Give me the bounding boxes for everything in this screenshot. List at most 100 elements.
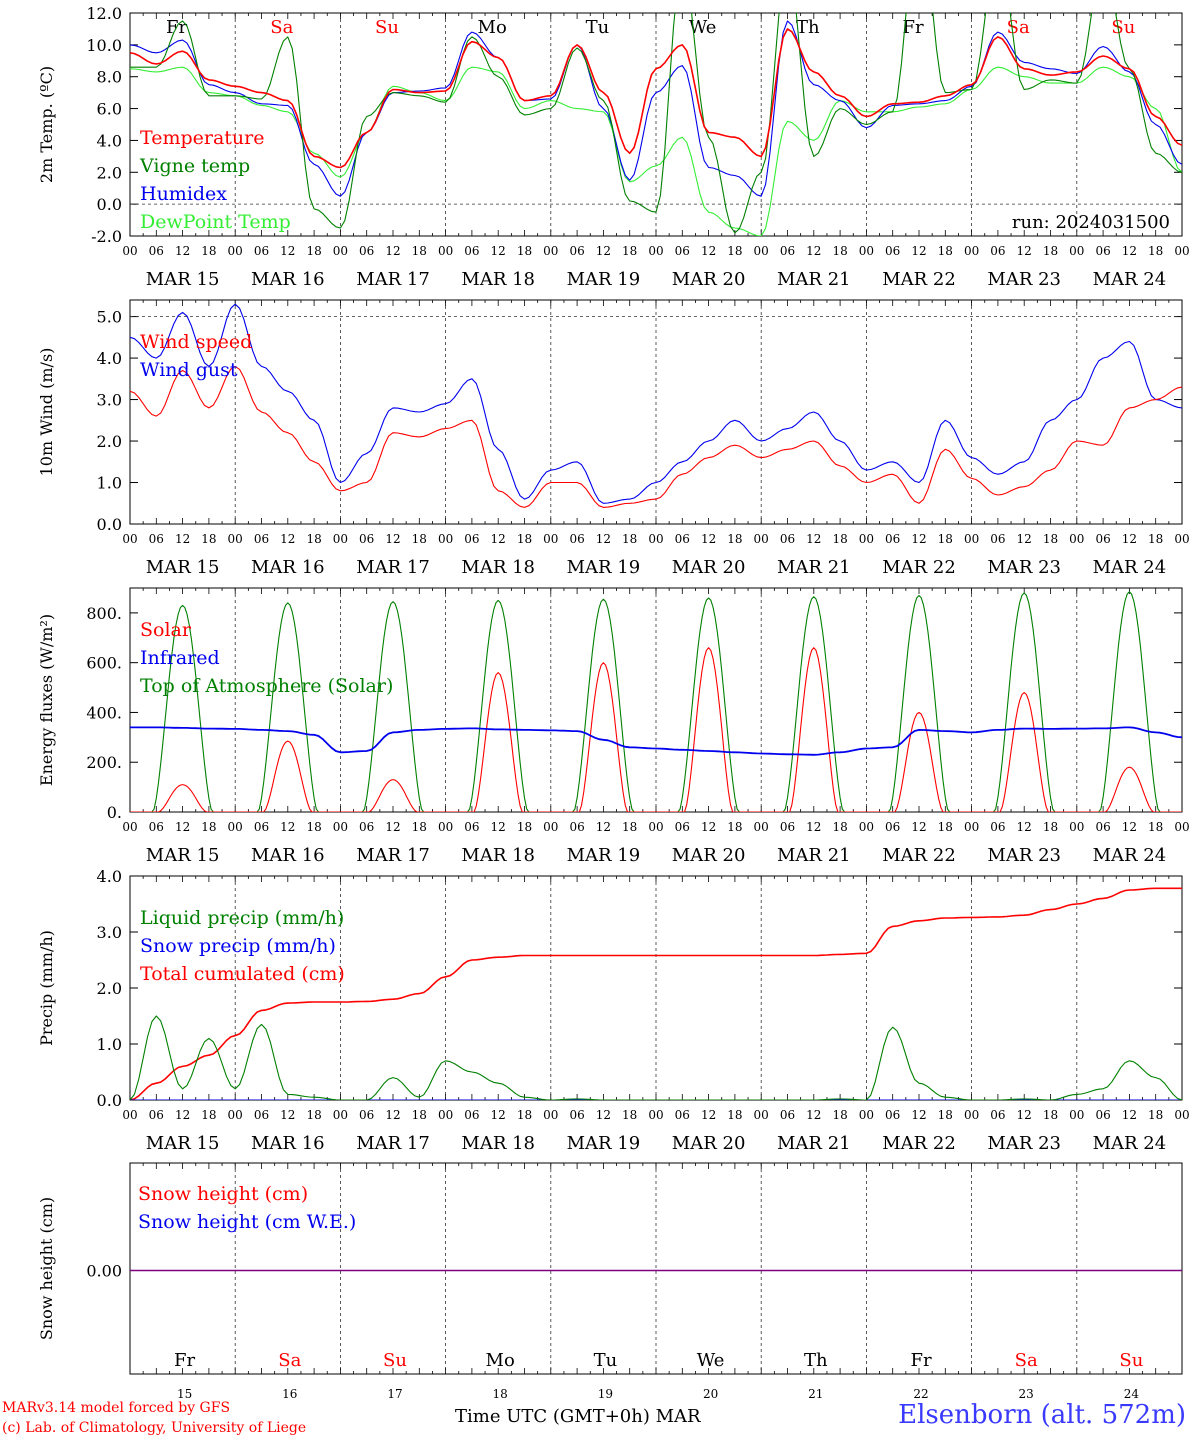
- weekday-label: Sa: [1015, 1350, 1038, 1371]
- hour-tick-label: 00: [333, 1108, 348, 1122]
- hour-tick-label: 06: [149, 820, 164, 834]
- hour-tick-label: 12: [1017, 1108, 1032, 1122]
- hour-tick-label: 12: [911, 244, 926, 258]
- date-label: MAR 21: [777, 1133, 851, 1154]
- legend-entry: Wind gust: [140, 359, 238, 381]
- y-tick-label: 10.0: [86, 36, 122, 55]
- date-number-label: 19: [598, 1387, 613, 1401]
- y-tick-label: 0.00: [86, 1262, 122, 1281]
- hour-tick-label: 18: [412, 244, 427, 258]
- date-label: MAR 23: [987, 269, 1061, 290]
- weekday-label: Th: [804, 1350, 828, 1371]
- hour-tick-label: 00: [964, 820, 979, 834]
- hour-tick-label: 18: [412, 820, 427, 834]
- y-tick-label: 1.0: [97, 1035, 122, 1054]
- hour-tick-label: 12: [701, 1108, 716, 1122]
- hour-tick-label: 06: [359, 532, 374, 546]
- hour-tick-label: 06: [780, 532, 795, 546]
- hour-tick-label: 00: [1069, 244, 1084, 258]
- date-number-label: 21: [808, 1387, 823, 1401]
- hour-tick-label: 00: [754, 1108, 769, 1122]
- hour-tick-label: 18: [727, 244, 742, 258]
- y-axis-label: Precip (mm/h): [37, 930, 56, 1046]
- series-total-cumulated-cm-: [130, 887, 1182, 1100]
- date-label: MAR 15: [146, 845, 220, 866]
- date-label: MAR 20: [672, 845, 746, 866]
- date-number-label: 20: [703, 1387, 718, 1401]
- hour-tick-label: 18: [938, 1108, 953, 1122]
- hour-tick-label: 18: [306, 1108, 321, 1122]
- hour-tick-label: 18: [622, 1108, 637, 1122]
- panel-snow: Snow height (cm) 0.00 Snow height (cm) Snow…: [37, 1162, 1183, 1401]
- series-group: [130, 591, 1182, 812]
- hour-tick-label: 00: [438, 244, 453, 258]
- y-tick-label: 4.0: [97, 131, 122, 150]
- legend-entry: DewPoint Temp: [140, 211, 291, 233]
- date-label: MAR 17: [356, 269, 430, 290]
- hour-tick-label: 06: [780, 244, 795, 258]
- station-name: Elsenborn (alt. 572m): [898, 1400, 1186, 1430]
- series-group: [130, 303, 1182, 508]
- hour-tick-label: 18: [727, 1108, 742, 1122]
- hour-tick-label: 12: [701, 244, 716, 258]
- hour-tick-label: 18: [306, 532, 321, 546]
- y-tick-label: 5.0: [97, 308, 122, 327]
- hour-tick-label: 06: [569, 820, 584, 834]
- hour-tick-label: 18: [938, 532, 953, 546]
- series-humidex: [130, 20, 1182, 197]
- hour-tick-label: 18: [306, 244, 321, 258]
- y-tick-label: 3.0: [97, 923, 122, 942]
- series-top-of-atmosphere-solar-: [130, 591, 1182, 812]
- hour-tick-label: 00: [859, 532, 874, 546]
- hour-tick-label: 12: [175, 820, 190, 834]
- hour-tick-label: 18: [832, 1108, 847, 1122]
- date-number-label: 17: [387, 1387, 402, 1401]
- hour-tick-label: 06: [885, 1108, 900, 1122]
- hour-tick-label: 00: [648, 244, 663, 258]
- hour-tick-label: 00: [438, 1108, 453, 1122]
- date-label: MAR 23: [987, 1133, 1061, 1154]
- hour-tick-label: 18: [938, 820, 953, 834]
- hour-tick-label: 12: [596, 244, 611, 258]
- hour-tick-label: 06: [675, 1108, 690, 1122]
- legend-entry: Top of Atmosphere (Solar): [140, 675, 393, 697]
- hour-tick-label: 18: [727, 820, 742, 834]
- hour-tick-label: 12: [911, 1108, 926, 1122]
- weekday-label: Fr: [910, 1350, 931, 1371]
- y-tick-label: 4.0: [97, 349, 122, 368]
- hour-tick-label: 18: [517, 532, 532, 546]
- weekday-label: Sa: [270, 17, 293, 38]
- hour-tick-label: 06: [464, 1108, 479, 1122]
- plot-frame: [129, 299, 1183, 525]
- hour-tick-label: 12: [385, 244, 400, 258]
- date-label: MAR 19: [567, 269, 641, 290]
- panel-wind: 10m Wind (m/s) 0.0 1.0 2.0 3.0 4.0 5.0 00 06 12 18…: [37, 299, 1190, 578]
- y-axis-label: 10m Wind (m/s): [37, 348, 56, 477]
- hour-tick-label: 00: [122, 1108, 137, 1122]
- hour-tick-label: 00: [543, 820, 558, 834]
- hour-tick-label: 12: [385, 532, 400, 546]
- hour-tick-label: 12: [280, 1108, 295, 1122]
- weekday-label: Mo: [478, 17, 507, 38]
- hour-tick-label: 00: [1069, 532, 1084, 546]
- hour-tick-label: 00: [438, 820, 453, 834]
- hour-tick-label: 06: [675, 820, 690, 834]
- hour-tick-label: 06: [359, 820, 374, 834]
- hour-tick-label: 12: [596, 1108, 611, 1122]
- hour-tick-label: 12: [1017, 532, 1032, 546]
- hour-tick-label: 12: [1122, 820, 1137, 834]
- weekday-label: Tu: [586, 17, 610, 38]
- hour-tick-label: 18: [1043, 532, 1058, 546]
- hour-tick-label: 00: [1069, 820, 1084, 834]
- hour-tick-label: 00: [648, 1108, 663, 1122]
- y-tick-label: 1.0: [97, 474, 122, 493]
- hour-tick-label: 12: [175, 1108, 190, 1122]
- hour-tick-label: 00: [754, 244, 769, 258]
- hour-tick-label: 00: [648, 820, 663, 834]
- hour-tick-label: 00: [648, 532, 663, 546]
- hour-tick-label: 06: [990, 244, 1005, 258]
- legend-entry: Snow height (cm): [138, 1183, 308, 1205]
- y-tick-label: 8.0: [97, 68, 122, 87]
- series-temperature: [130, 28, 1182, 169]
